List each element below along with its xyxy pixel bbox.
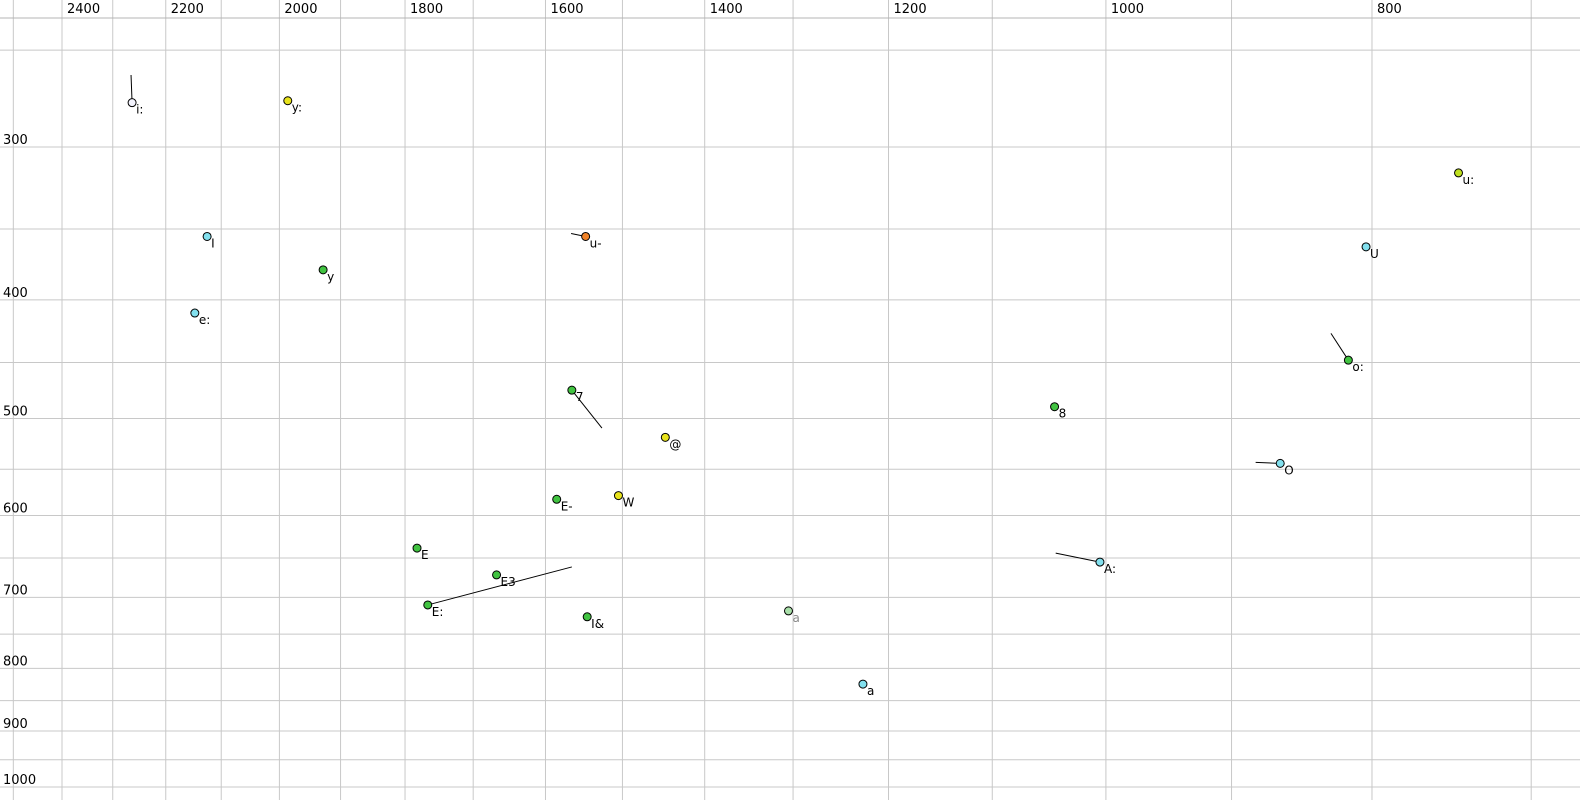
data-point-E: E [412, 543, 429, 562]
point-marker-a [783, 606, 793, 616]
point-label-E3: E3 [501, 575, 516, 589]
point-marker-i: [127, 98, 137, 108]
point-label-I&: I& [591, 617, 604, 631]
data-point-o:: o: [1343, 355, 1364, 374]
point-marker-u- [581, 231, 591, 241]
point-marker-E [412, 543, 422, 553]
data-point-a: a [783, 606, 800, 625]
point-marker-@ [660, 432, 670, 442]
point-tail-E: [427, 566, 572, 606]
x-tick-label: 1000 [1111, 2, 1144, 17]
point-label-e:: e: [199, 313, 210, 327]
point-label-O: O [1284, 463, 1293, 477]
data-point-7: 7 [567, 385, 584, 404]
data-point-e:: e: [190, 308, 210, 327]
point-marker-8 [1050, 402, 1060, 412]
point-label-y: y [327, 270, 334, 284]
data-point-E-: E- [552, 494, 573, 513]
point-label-E:: E: [432, 605, 444, 619]
point-marker-E- [552, 494, 562, 504]
point-marker-e: [190, 308, 200, 318]
y-tick-label: 900 [3, 717, 28, 732]
y-tick-label: 500 [3, 405, 28, 420]
x-tick-label: 1400 [710, 2, 743, 17]
point-label-U: U [1370, 247, 1379, 261]
x-tick-label: 2400 [67, 2, 100, 17]
point-marker-W [613, 491, 623, 501]
x-tick-label: 1600 [550, 2, 583, 17]
data-point-y: y [318, 265, 334, 284]
data-point-@: @ [660, 432, 681, 451]
point-label-I: I [211, 236, 215, 250]
point-label-u-: u- [590, 236, 602, 250]
point-label-y:: y: [292, 101, 302, 115]
point-tail-i: [130, 74, 133, 103]
point-tail-A: [1055, 552, 1101, 563]
point-label-W: W [622, 496, 634, 510]
y-tick-label: 600 [3, 501, 28, 516]
point-label-E-: E- [561, 499, 573, 513]
point-label-E: E [421, 548, 429, 562]
point-marker-a [858, 679, 868, 689]
point-label-A:: A: [1104, 562, 1116, 576]
point-marker-y [318, 265, 328, 275]
point-tails [130, 74, 1349, 606]
point-label-@: @ [669, 437, 681, 451]
x-tick-label: 2000 [284, 2, 317, 17]
point-tail-o: [1330, 333, 1349, 361]
point-marker-E3 [492, 570, 502, 580]
point-tail-7 [571, 389, 603, 429]
tick-labels: 2400 2200 2000 1800 1600 1400 1200 1000 800 300 40… [3, 2, 1402, 788]
data-point-y:: y: [283, 96, 302, 115]
point-label-a: a [792, 611, 799, 625]
data-point-W: W [613, 491, 634, 510]
point-label-a: a [867, 684, 874, 698]
point-label-i:: i: [136, 103, 143, 117]
data-point-A:: A: [1095, 557, 1116, 576]
point-marker-7 [567, 385, 577, 395]
data-point-i:: i: [127, 98, 143, 117]
data-point-u:: u: [1454, 168, 1475, 187]
y-tick-label: 300 [3, 133, 28, 148]
point-marker-u: [1454, 168, 1464, 178]
point-label-u:: u: [1463, 173, 1475, 187]
point-label-8: 8 [1059, 407, 1067, 421]
point-label-o:: o: [1352, 360, 1363, 374]
point-marker-E: [423, 600, 433, 610]
point-marker-O [1275, 458, 1285, 468]
data-point-8: 8 [1050, 402, 1067, 421]
data-point-U: U [1361, 242, 1379, 261]
x-tick-label: 1800 [410, 2, 443, 17]
data-point-u-: u- [581, 231, 602, 250]
data-points: i: y: Iy e: u-u: Uo: 8 7 @ O E- W E E3 E: I& a A: a [127, 96, 1475, 698]
y-tick-label: 400 [3, 286, 28, 301]
x-tick-label: 1200 [894, 2, 927, 17]
y-tick-label: 700 [3, 583, 28, 598]
point-marker-U [1361, 242, 1371, 252]
y-tick-label: 800 [3, 654, 28, 669]
point-marker-I [202, 231, 212, 241]
y-tick-label: 1000 [3, 773, 36, 788]
data-point-I&: I& [582, 612, 604, 631]
data-point-I: I [202, 231, 215, 250]
point-marker-A: [1095, 557, 1105, 567]
data-point-a: a [858, 679, 874, 698]
data-point-E3: E3 [492, 570, 516, 589]
data-point-O: O [1275, 458, 1294, 477]
point-marker-o: [1343, 355, 1353, 365]
x-tick-label: 800 [1377, 2, 1402, 17]
point-label-7: 7 [576, 390, 584, 404]
x-tick-label: 2200 [171, 2, 204, 17]
point-marker-I& [582, 612, 592, 622]
point-marker-y: [283, 96, 293, 106]
data-point-E:: E: [423, 600, 444, 619]
